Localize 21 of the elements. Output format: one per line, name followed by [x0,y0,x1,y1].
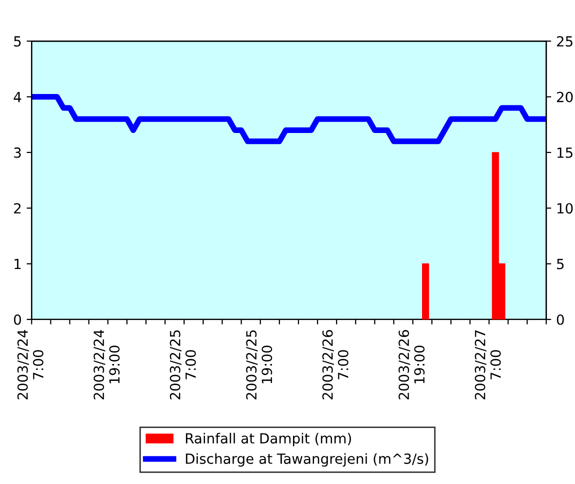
x-tick-label: 2003/2/26 7:00 [322,330,348,400]
y2-tick-label: 15 [558,148,572,158]
x-tick-label: 2003/2/25 7:00 [170,330,196,400]
legend-label: Discharge at Tawangrejeni (m^3/s) [186,453,428,467]
y-tick-label: 5 [14,36,21,47]
y-tick-label: 4 [14,92,22,102]
y2-tick-label: 10 [558,203,573,214]
y-tick-label: 1 [14,258,21,270]
x-tick-label: 2003/2/24 19:00 [94,330,120,400]
y-tick-label: 3 [14,147,21,158]
y2-tick-label: 20 [556,92,573,102]
y2-tick-label: 0 [556,314,564,325]
y-tick-label: 2 [14,203,21,214]
y2-tick-label: 25 [556,36,572,47]
x-tick-label: 2003/2/26 19:00 [398,330,425,400]
x-tick-label: 2003/2/27 7:00 [474,330,501,400]
x-tick-label: 2003/2/24 7:00 [17,330,44,400]
y2-tick-label: 5 [557,258,564,270]
x-tick-label: 2003/2/25 19:00 [246,330,272,400]
legend-label: Rainfall at Dampit (mm) [186,432,351,446]
y-tick-label: 0 [14,314,21,325]
